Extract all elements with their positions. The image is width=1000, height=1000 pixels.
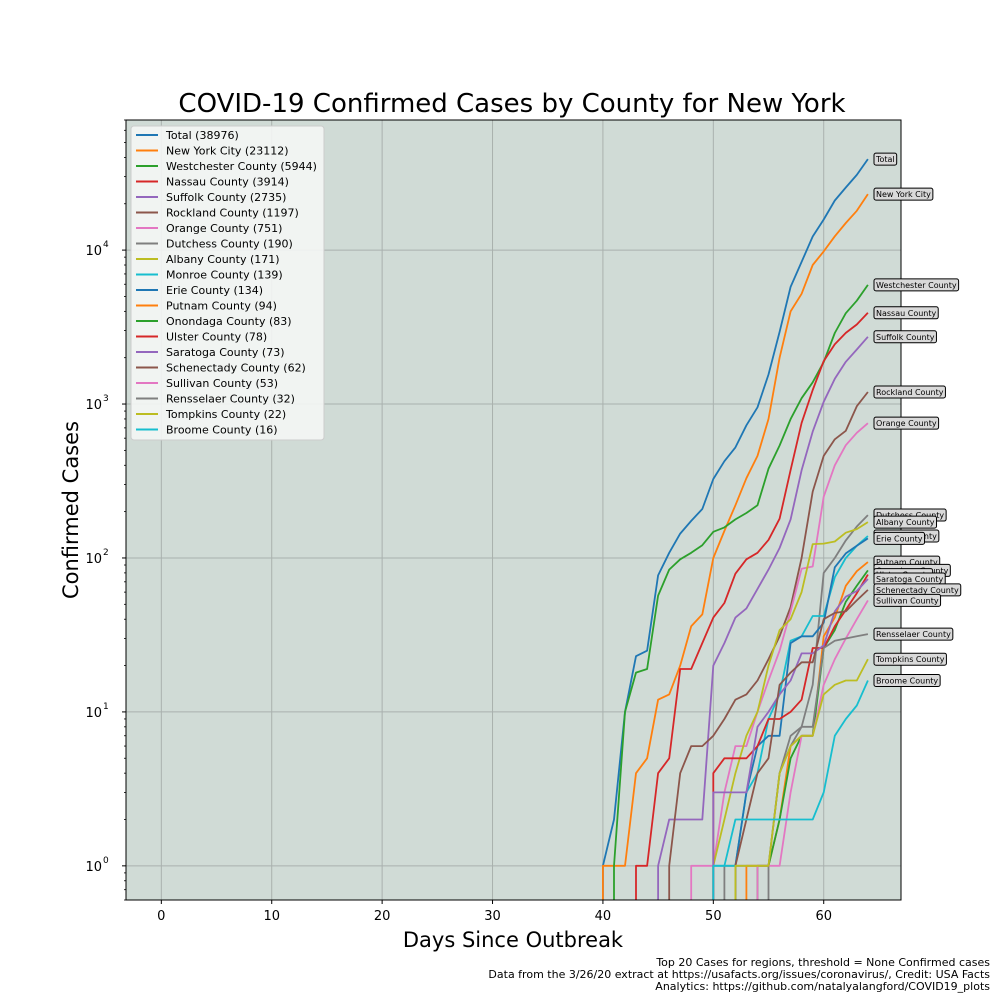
end-label-4: Suffolk County <box>876 333 935 342</box>
end-label-19: Broome County <box>876 676 938 685</box>
y-tick-exponent: 1 <box>103 702 109 712</box>
legend-entry: Putnam County (94) <box>166 300 277 313</box>
legend-entry: Tompkins County (22) <box>165 408 286 421</box>
series-line-19 <box>712 680 869 900</box>
y-tick-label: 10 <box>85 706 102 721</box>
end-label-17: Rensselaer County <box>876 630 951 639</box>
end-label-0: Total <box>875 155 895 164</box>
end-label-box <box>873 515 938 529</box>
end-label-15: Schenectady County <box>876 586 959 595</box>
end-label-box <box>873 531 926 545</box>
x-tick-label: 20 <box>374 909 391 924</box>
end-label-box <box>873 330 937 344</box>
series-line-15 <box>734 589 869 900</box>
legend-entry: Erie County (134) <box>166 284 263 297</box>
legend-entry: Rockland County (1197) <box>166 207 299 220</box>
legend-entry: Ulster County (78) <box>166 331 267 344</box>
x-tick-label: 50 <box>705 909 722 924</box>
y-tick-exponent: 0 <box>103 856 109 866</box>
series-line-13 <box>712 574 869 900</box>
y-tick-label: 10 <box>85 860 102 875</box>
end-label-box <box>873 306 939 320</box>
series-line-6 <box>690 422 869 900</box>
series-line-0 <box>602 158 869 900</box>
end-label-14: Saratoga County <box>876 575 943 584</box>
legend-entry: Monroe County (139) <box>166 269 283 282</box>
series-line-1 <box>602 193 869 900</box>
end-labels: Total New York City Westchester County Nass… <box>873 152 962 687</box>
end-label-6: Orange County <box>876 419 937 428</box>
legend-entry: Nassau County (3914) <box>166 176 289 189</box>
series-lines <box>602 158 869 900</box>
end-label-box <box>873 627 954 641</box>
end-label-8: Albany County <box>876 518 935 527</box>
legend-entry: Suffolk County (2735) <box>166 191 286 204</box>
x-tick-label: 0 <box>157 909 165 924</box>
legend-entry: Total (38976) <box>165 129 239 142</box>
legend-entry: Saratoga County (73) <box>166 346 285 359</box>
legend-entry: Onondaga County (83) <box>166 315 292 328</box>
legend-entry: Rensselaer County (32) <box>166 393 295 406</box>
end-label-16: Sullivan County <box>876 596 939 605</box>
y-tick-label: 10 <box>85 398 102 413</box>
end-label-5: Rockland County <box>876 388 944 397</box>
end-label-7: Dutchess County <box>876 511 944 520</box>
footnote-3: Analytics: https://github.com/natalyalan… <box>655 980 990 993</box>
chart-title: COVID-19 Confirmed Cases by County for N… <box>178 89 845 119</box>
end-label-10: Erie County <box>876 534 923 543</box>
legend-entry: Broome County (16) <box>166 424 278 437</box>
legend-box <box>130 125 325 441</box>
x-axis-label: Days Since Outbreak <box>403 928 624 952</box>
y-tick-label: 10 <box>85 552 102 567</box>
end-label-box <box>873 652 947 666</box>
end-label-box <box>873 416 940 430</box>
end-label-box <box>873 673 941 687</box>
series-line-9 <box>712 535 869 900</box>
legend-entry: Sullivan County (53) <box>166 377 278 390</box>
y-tick-exponent: 2 <box>103 548 109 558</box>
series-line-8 <box>712 521 869 900</box>
end-label-3: Nassau County <box>876 309 936 318</box>
x-tick-label: 60 <box>815 909 832 924</box>
legend-entry: New York City (23112) <box>166 145 289 158</box>
end-label-box <box>873 152 898 166</box>
y-tick-exponent: 4 <box>103 240 109 250</box>
y-axis-label: Confirmed Cases <box>59 421 83 599</box>
series-line-4 <box>657 336 869 900</box>
legend-entry: Albany County (171) <box>166 253 280 266</box>
end-label-1: New York City <box>876 190 931 199</box>
series-line-18 <box>734 658 869 900</box>
legend-entry: Westchester County (5944) <box>166 160 317 173</box>
x-tick-label: 30 <box>484 909 501 924</box>
series-line-3 <box>635 312 869 900</box>
end-label-2: Westchester County <box>876 281 957 290</box>
end-label-box <box>873 278 960 292</box>
x-tick-label: 40 <box>595 909 612 924</box>
end-label-box <box>873 187 934 201</box>
legend-entry: Orange County (751) <box>166 222 282 235</box>
end-label-18: Tompkins County <box>875 655 945 664</box>
series-line-14 <box>712 578 869 900</box>
end-label-box <box>873 593 942 607</box>
legend-entry: Schenectady County (62) <box>166 362 306 375</box>
end-label-box <box>873 385 946 399</box>
footnote-1: Top 20 Cases for regions, threshold = No… <box>656 956 990 969</box>
y-tick-exponent: 3 <box>103 394 109 404</box>
end-label-11: Putnam County <box>876 558 938 567</box>
legend-entry: Dutchess County (190) <box>166 238 293 251</box>
legend: Total (38976) New York City (23112) Westch… <box>130 125 325 441</box>
y-tick-label: 10 <box>85 244 102 259</box>
series-line-5 <box>668 391 869 900</box>
footnote-2: Data from the 3/26/20 extract at https:/… <box>488 968 990 981</box>
x-tick-label: 10 <box>263 909 280 924</box>
